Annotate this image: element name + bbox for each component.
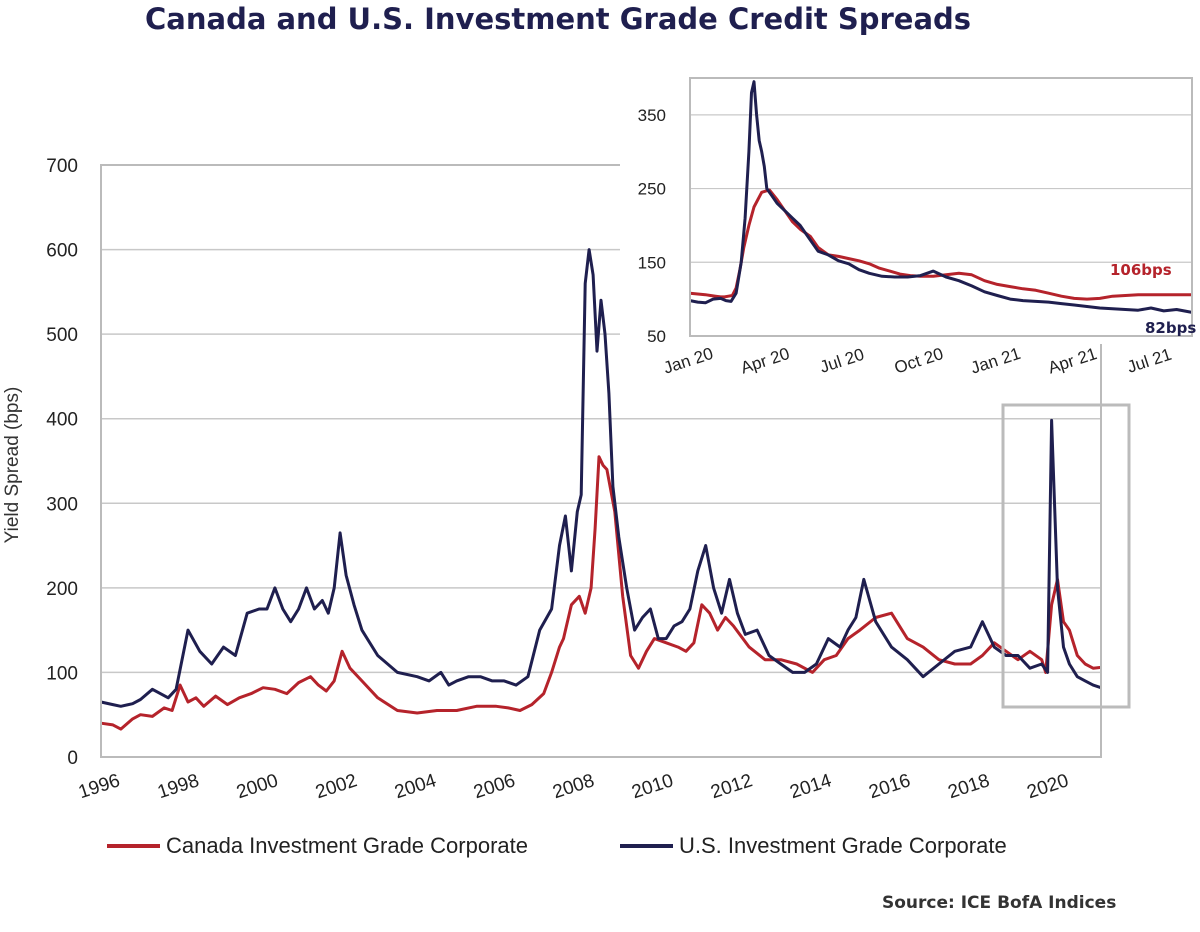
main-series-lines	[100, 248, 1102, 731]
inset-y-tick-label: 350	[638, 106, 666, 125]
inset-gridlines	[690, 114, 1192, 263]
main-y-tick-label: 700	[46, 156, 78, 177]
legend-label-us: U.S. Investment Grade Corporate	[679, 833, 1007, 858]
main-y-tick-label: 500	[46, 325, 78, 346]
main-x-tick-label: 2016	[866, 770, 913, 803]
main-x-tick-label: 2020	[1025, 770, 1072, 803]
main-x-tick-label: 2002	[313, 770, 360, 803]
inset-y-tick-labels: 50 150 250 350	[638, 106, 666, 346]
main-y-tick-label: 400	[46, 410, 78, 431]
main-series-line-canada	[100, 455, 1102, 731]
chart-title: Canada and U.S. Investment Grade Credit …	[145, 2, 972, 36]
inset-x-tick-labels: Jan 20 Apr 20 Jul 20 Oct 20 Jan 21 Apr 21 Jul …	[661, 344, 1174, 378]
inset-x-tick-label: Jan 21	[968, 344, 1022, 378]
zoom-highlight-box	[1001, 403, 1131, 709]
main-x-tick-label: 2006	[471, 770, 518, 803]
inset-series-line-us	[689, 80, 1193, 314]
inset-x-tick-label: Apr 20	[738, 344, 792, 378]
inset-series-lines	[689, 80, 1193, 314]
main-y-tick-label: 600	[46, 241, 78, 262]
main-x-tick-label: 2018	[946, 770, 993, 803]
legend: Canada Investment Grade Corporate U.S. I…	[107, 833, 1007, 858]
inset-y-tick-label: 250	[638, 180, 666, 199]
inset-y-tick-label: 150	[638, 253, 666, 272]
inset-series-line-canada	[689, 188, 1192, 301]
main-series-line-us	[100, 248, 1102, 708]
inset-x-tick-label: Jan 20	[661, 344, 715, 378]
inset-label-us: 82bps	[1145, 319, 1196, 337]
main-y-tick-label: 200	[46, 579, 78, 600]
inset-plot-frame	[689, 77, 1193, 337]
inset-x-tick-label: Apr 21	[1046, 344, 1100, 378]
main-x-tick-label: 1996	[76, 770, 123, 803]
source-note: Source: ICE BofA Indices	[882, 893, 1117, 913]
main-y-tick-label: 100	[46, 663, 78, 684]
main-x-tick-label: 2004	[392, 770, 439, 803]
y-axis-label: Yield Spread (bps)	[2, 387, 23, 544]
main-x-tick-label: 2014	[787, 770, 834, 803]
inset-y-tick-label: 50	[647, 327, 666, 346]
inset-x-tick-label: Jul 21	[1125, 345, 1174, 377]
main-x-tick-label: 2000	[234, 770, 281, 803]
main-plot-frame	[100, 164, 1102, 758]
main-x-tick-label: 1998	[155, 770, 202, 803]
main-y-tick-label: 0	[67, 748, 78, 769]
inset-x-tick-label: Jul 20	[817, 345, 866, 377]
main-y-tick-labels: 0 100 200 300 400 500 600 700	[46, 156, 78, 769]
main-y-tick-label: 300	[46, 494, 78, 515]
main-x-tick-label: 2010	[629, 770, 676, 803]
main-x-tick-label: 2012	[708, 770, 755, 803]
main-x-tick-labels: 1996 1998 2000 2002 2004 2006 2008 2010 2012 2014…	[76, 770, 1071, 803]
legend-label-canada: Canada Investment Grade Corporate	[166, 833, 528, 858]
inset-x-tick-label: Oct 20	[892, 344, 946, 378]
main-x-tick-label: 2008	[550, 770, 597, 803]
inset-label-canada: 106bps	[1110, 261, 1172, 279]
